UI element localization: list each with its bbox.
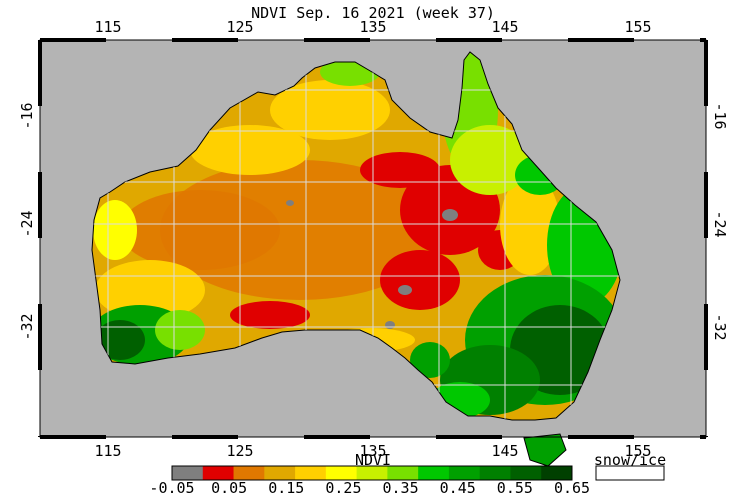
legend-color-bar — [172, 466, 573, 480]
tasmania — [523, 433, 567, 467]
legend-swatch — [202, 466, 235, 480]
legend-swatch — [510, 466, 542, 480]
lat-label: -24 — [711, 210, 729, 237]
lat-label: -16 — [18, 102, 36, 129]
lon-label: 125 — [226, 442, 253, 460]
lat-label: -24 — [18, 210, 36, 237]
legend-tick-label: 0.55 — [497, 479, 533, 497]
legend-tick-label: -0.05 — [149, 479, 194, 497]
top-lon-labels: 115 125 135 145 155 — [94, 18, 651, 36]
left-lat-labels: -16 -24 -32 — [18, 102, 36, 340]
lat-label: -16 — [711, 102, 729, 129]
lon-label: 125 — [226, 18, 253, 36]
legend-title: NDVI — [355, 451, 391, 469]
legend-tick-labels: -0.05 0.05 0.15 0.25 0.35 0.45 0.55 0.65 — [149, 479, 590, 497]
legend-swatch — [541, 466, 573, 480]
lon-label: 115 — [94, 442, 121, 460]
legend-swatch — [448, 466, 481, 480]
lat-label: -32 — [711, 313, 729, 340]
lon-label: 115 — [94, 18, 121, 36]
legend-swatch — [356, 466, 388, 480]
legend-swatch — [325, 466, 358, 480]
legend-swatch — [387, 466, 419, 480]
ndvi-legend: NDVI -0.05 0.05 0.15 0.25 0.35 0.45 0.55 0.65 s… — [149, 451, 666, 497]
lon-label: 155 — [624, 442, 651, 460]
lon-label: 145 — [491, 18, 518, 36]
lon-label: 145 — [491, 442, 518, 460]
map-title: NDVI Sep. 16 2021 (week 37) — [251, 4, 495, 22]
snow-ice-swatch — [595, 465, 665, 481]
legend-swatch — [172, 466, 204, 480]
legend-swatch — [264, 466, 296, 480]
legend-swatch — [479, 466, 511, 480]
map-frame-ticks — [38, 38, 708, 439]
legend-tick-label: 0.35 — [383, 479, 419, 497]
legend-tick-label: 0.25 — [325, 479, 361, 497]
right-lat-labels: -16 -24 -32 — [711, 102, 729, 340]
bottom-lon-labels: 115 125 135 145 155 — [94, 442, 651, 460]
legend-tick-label: 0.15 — [268, 479, 304, 497]
legend-tick-label: 0.45 — [440, 479, 476, 497]
lat-label: -32 — [18, 313, 36, 340]
legend-tick-label: 0.65 — [554, 479, 590, 497]
coastline — [91, 51, 621, 421]
lon-label: 155 — [624, 18, 651, 36]
legend-swatch — [418, 466, 450, 480]
legend-swatch — [233, 466, 265, 480]
legend-swatch — [295, 466, 327, 480]
legend-tick-label: 0.05 — [211, 479, 247, 497]
lon-label: 135 — [359, 18, 386, 36]
snow-ice-label: snow/ice — [594, 451, 666, 469]
lon-label: 135 — [359, 442, 386, 460]
